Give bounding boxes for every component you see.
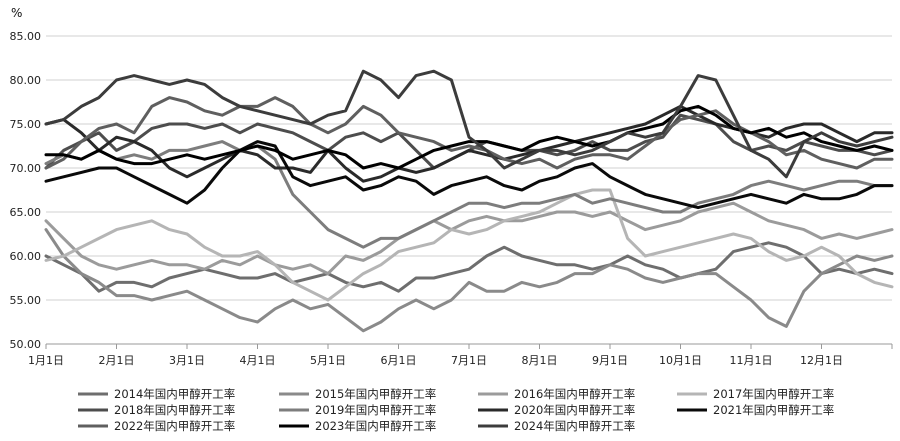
series-line-10 bbox=[44, 104, 894, 170]
legend-label: 2021年国内甲醇开工率 bbox=[713, 403, 834, 417]
x-tick-label: 11月1日 bbox=[730, 354, 773, 367]
legend: 2014年国内甲醇开工率 2015年国内甲醇开工率 2016年国内甲醇开工率 2017… bbox=[78, 387, 834, 433]
series-line-1 bbox=[44, 241, 894, 293]
gridlines bbox=[46, 35, 892, 301]
legend-label: 2020年国内甲醇开工率 bbox=[514, 403, 635, 417]
legend-label: 2024年国内甲醇开工率 bbox=[514, 419, 635, 433]
legend-label: 2023年国内甲醇开工率 bbox=[315, 419, 436, 433]
series-line-2 bbox=[44, 228, 894, 333]
axes: 50.00 55.00 60.00 65.00 70.00 75.00 80.00 85.00… bbox=[10, 30, 893, 367]
legend-label: 2017年国内甲醇开工率 bbox=[713, 387, 834, 401]
series-line-8 bbox=[44, 140, 894, 210]
legend-label: 2015年国内甲醇开工率 bbox=[315, 387, 436, 401]
y-tick-label: 60.00 bbox=[10, 250, 42, 263]
x-tick-label: 12月1日 bbox=[800, 354, 843, 367]
series-line-11 bbox=[44, 69, 894, 179]
y-tick-label: 70.00 bbox=[10, 162, 42, 175]
x-tick-label: 10月1日 bbox=[659, 354, 702, 367]
x-tick-label: 9月1日 bbox=[592, 354, 628, 367]
legend-label: 2019年国内甲醇开工率 bbox=[315, 403, 436, 417]
x-tick-label: 2月1日 bbox=[99, 354, 135, 367]
x-tick-label: 7月1日 bbox=[451, 354, 487, 367]
legend-label: 2014年国内甲醇开工率 bbox=[114, 387, 235, 401]
y-tick-label: 55.00 bbox=[10, 294, 42, 307]
series-line-4 bbox=[44, 188, 894, 302]
y-tick-label: 75.00 bbox=[10, 118, 42, 131]
legend-label: 2018年国内甲醇开工率 bbox=[114, 403, 235, 417]
y-tick-label: 80.00 bbox=[10, 74, 42, 87]
x-tick-label: 6月1日 bbox=[381, 354, 417, 367]
x-tick-label: 4月1日 bbox=[240, 354, 276, 367]
y-tick-label: 85.00 bbox=[10, 30, 42, 43]
x-tick-label: 3月1日 bbox=[169, 354, 205, 367]
x-tick-label: 8月1日 bbox=[522, 354, 558, 367]
series-line-6 bbox=[44, 140, 894, 249]
y-tick-label: 50.00 bbox=[10, 338, 42, 351]
x-tick-label: 5月1日 bbox=[310, 354, 346, 367]
series-line-3 bbox=[44, 201, 894, 276]
x-tick-label: 1月1日 bbox=[28, 354, 64, 367]
y-axis-unit-label: % bbox=[11, 6, 22, 20]
series-line-7 bbox=[44, 104, 894, 183]
legend-label: 2016年国内甲醇开工率 bbox=[514, 387, 635, 401]
y-tick-label: 65.00 bbox=[10, 206, 42, 219]
series-lines bbox=[44, 69, 894, 333]
legend-label: 2022年国内甲醇开工率 bbox=[114, 419, 235, 433]
